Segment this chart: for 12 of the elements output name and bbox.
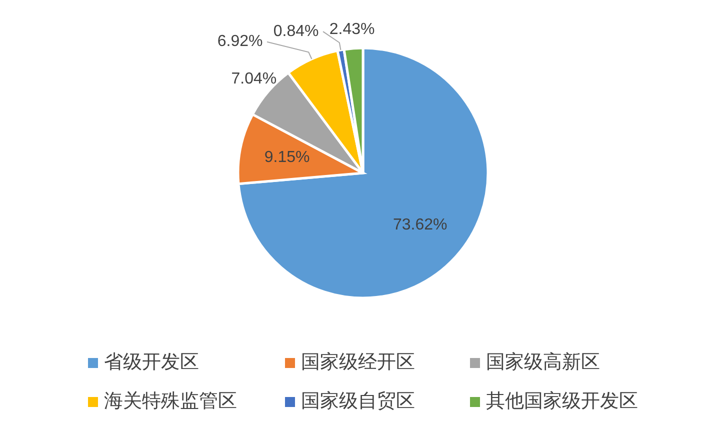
legend-label: 海关特殊监管区	[104, 391, 237, 412]
data-label: 6.92%	[217, 33, 263, 50]
data-label: 9.15%	[264, 148, 310, 166]
legend-label: 省级开发区	[104, 352, 199, 374]
data-label: 0.84%	[273, 22, 319, 40]
legend-label: 其他国家级开发区	[486, 390, 638, 412]
legend-label: 国家级高新区	[486, 351, 600, 374]
legend-label: 国家级自贸区	[301, 390, 415, 412]
legend-label: 国家级经开区	[301, 351, 415, 374]
data-label: 7.04%	[231, 70, 277, 88]
data-label: 2.43%	[329, 20, 375, 38]
data-label: 73.62%	[392, 216, 448, 234]
